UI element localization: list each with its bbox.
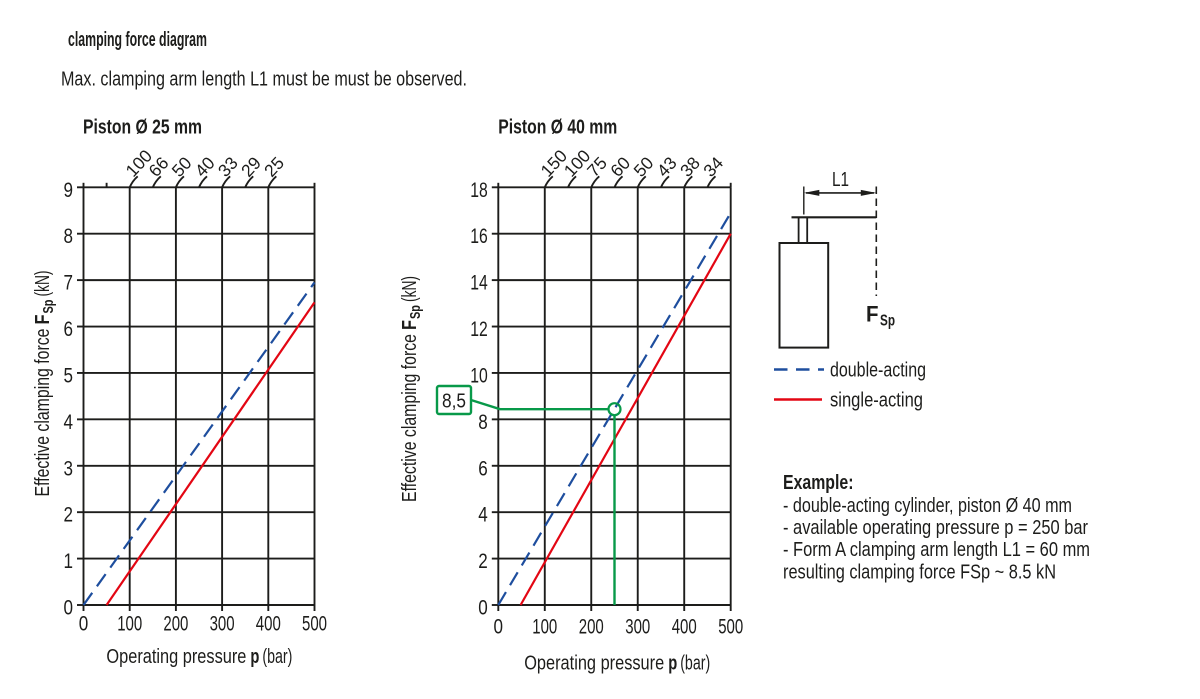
svg-text:F: F — [399, 320, 421, 330]
svg-text:(bar): (bar) — [262, 646, 292, 668]
svg-text:(kN): (kN) — [399, 276, 421, 302]
svg-text:12: 12 — [470, 318, 488, 341]
svg-text:double-acting: double-acting — [830, 360, 926, 382]
svg-text:8: 8 — [64, 225, 74, 248]
svg-text:Piston Ø 40 mm: Piston Ø 40 mm — [498, 117, 617, 139]
svg-text:F: F — [866, 302, 879, 327]
svg-text:- Form A clamping arm length L: - Form A clamping arm length L1 = 60 mm — [783, 539, 1090, 561]
svg-text:Operating pressure: Operating pressure — [524, 653, 664, 675]
svg-text:L1: L1 — [832, 169, 849, 191]
svg-text:F: F — [32, 315, 54, 325]
svg-text:6: 6 — [64, 318, 74, 341]
svg-text:Piston Ø 25 mm: Piston Ø 25 mm — [83, 117, 202, 139]
svg-text:100: 100 — [117, 613, 142, 636]
svg-text:p: p — [250, 646, 259, 668]
svg-text:8: 8 — [478, 411, 488, 434]
svg-text:Effective clamping force: Effective clamping force — [399, 334, 421, 502]
svg-text:100: 100 — [532, 616, 557, 639]
svg-text:Effective clamping force: Effective clamping force — [32, 329, 54, 497]
svg-text:14: 14 — [470, 272, 488, 295]
svg-text:500: 500 — [718, 616, 743, 639]
svg-text:0: 0 — [478, 597, 488, 620]
svg-text:10: 10 — [470, 364, 488, 387]
svg-text:resulting clamping force FSp ~: resulting clamping force FSp ~ 8.5 kN — [783, 562, 1056, 584]
svg-text:- double-acting cylinder, pist: - double-acting cylinder, piston Ø 40 mm — [783, 495, 1072, 517]
svg-text:0: 0 — [64, 597, 74, 620]
svg-text:4: 4 — [64, 411, 74, 434]
svg-text:500: 500 — [302, 613, 327, 636]
svg-text:1: 1 — [64, 550, 74, 573]
svg-text:Sp: Sp — [41, 299, 57, 313]
svg-text:5: 5 — [64, 364, 74, 387]
svg-text:p: p — [668, 653, 677, 675]
svg-text:18: 18 — [470, 179, 488, 202]
svg-text:300: 300 — [210, 613, 235, 636]
svg-text:16: 16 — [470, 225, 488, 248]
svg-text:4: 4 — [478, 504, 488, 527]
svg-text:Operating pressure: Operating pressure — [106, 646, 246, 668]
svg-text:2: 2 — [64, 504, 74, 527]
svg-text:200: 200 — [163, 613, 188, 636]
svg-text:- available operating pressure: - available operating pressure p = 250 b… — [783, 517, 1088, 539]
svg-text:0: 0 — [79, 613, 89, 636]
svg-text:7: 7 — [64, 272, 74, 295]
svg-text:clamping force diagram: clamping force diagram — [68, 29, 207, 51]
svg-text:Max. clamping arm length L1 mu: Max. clamping arm length L1 must be must… — [61, 69, 467, 91]
svg-text:2: 2 — [478, 550, 488, 573]
svg-text:400: 400 — [672, 616, 697, 639]
svg-text:(bar): (bar) — [680, 653, 710, 675]
svg-text:Example:: Example: — [783, 472, 854, 494]
svg-text:(kN): (kN) — [32, 271, 54, 297]
svg-text:300: 300 — [625, 616, 650, 639]
svg-text:Sp: Sp — [880, 313, 895, 330]
svg-text:400: 400 — [256, 613, 281, 636]
svg-text:9: 9 — [64, 179, 74, 202]
svg-text:Sp: Sp — [408, 305, 424, 319]
svg-text:200: 200 — [579, 616, 604, 639]
svg-text:8,5: 8,5 — [442, 391, 466, 413]
svg-text:3: 3 — [64, 457, 74, 480]
svg-text:0: 0 — [494, 616, 504, 639]
svg-text:6: 6 — [478, 457, 488, 480]
svg-text:single-acting: single-acting — [830, 390, 923, 412]
